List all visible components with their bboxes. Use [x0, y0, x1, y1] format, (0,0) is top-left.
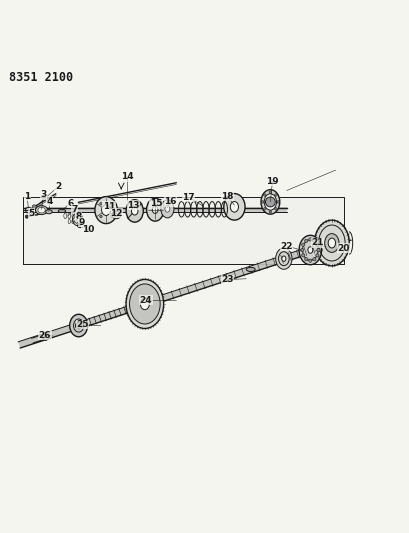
- Ellipse shape: [261, 190, 279, 214]
- Ellipse shape: [112, 212, 121, 219]
- Text: 16: 16: [164, 197, 176, 206]
- Text: 9: 9: [78, 218, 85, 227]
- Ellipse shape: [114, 213, 118, 216]
- Ellipse shape: [77, 224, 83, 228]
- Ellipse shape: [126, 279, 163, 328]
- Text: 8351 2100: 8351 2100: [9, 71, 73, 84]
- Circle shape: [312, 257, 315, 261]
- Circle shape: [265, 197, 274, 207]
- Text: 21: 21: [310, 238, 323, 247]
- Text: 23: 23: [221, 275, 233, 284]
- Circle shape: [274, 208, 276, 210]
- Ellipse shape: [223, 193, 245, 220]
- Circle shape: [32, 205, 36, 209]
- Text: 24: 24: [139, 295, 152, 304]
- Text: 14: 14: [121, 172, 133, 181]
- Text: 2: 2: [55, 182, 61, 191]
- Circle shape: [274, 194, 276, 196]
- Circle shape: [308, 259, 311, 262]
- Text: 3: 3: [40, 190, 47, 199]
- Ellipse shape: [264, 194, 276, 210]
- Ellipse shape: [70, 314, 88, 337]
- Ellipse shape: [38, 207, 45, 213]
- Circle shape: [312, 239, 315, 243]
- Ellipse shape: [129, 284, 160, 324]
- Circle shape: [75, 322, 82, 329]
- Text: 1: 1: [24, 192, 30, 201]
- Circle shape: [99, 215, 102, 217]
- Circle shape: [263, 194, 265, 196]
- Text: 26: 26: [38, 330, 51, 340]
- Ellipse shape: [45, 209, 52, 214]
- Circle shape: [301, 243, 304, 246]
- Circle shape: [301, 254, 304, 257]
- Text: 12: 12: [109, 209, 122, 218]
- Ellipse shape: [327, 238, 335, 248]
- Text: 13: 13: [127, 201, 139, 209]
- Circle shape: [110, 203, 112, 205]
- Text: 25: 25: [76, 320, 88, 329]
- Ellipse shape: [281, 256, 285, 261]
- Circle shape: [304, 239, 307, 243]
- Ellipse shape: [146, 198, 163, 221]
- Ellipse shape: [160, 200, 173, 218]
- Ellipse shape: [230, 201, 238, 212]
- Circle shape: [300, 248, 303, 252]
- Polygon shape: [23, 197, 343, 264]
- Circle shape: [110, 215, 112, 217]
- Circle shape: [316, 248, 319, 252]
- Text: 20: 20: [337, 244, 349, 253]
- Ellipse shape: [73, 319, 83, 332]
- Circle shape: [25, 207, 31, 213]
- Circle shape: [315, 243, 318, 246]
- Ellipse shape: [44, 335, 47, 338]
- Circle shape: [261, 201, 263, 203]
- Text: 19: 19: [265, 177, 278, 186]
- Ellipse shape: [58, 209, 65, 213]
- Ellipse shape: [246, 268, 255, 271]
- Ellipse shape: [164, 206, 169, 212]
- Ellipse shape: [140, 298, 149, 310]
- Circle shape: [315, 254, 318, 257]
- Circle shape: [304, 257, 307, 261]
- Circle shape: [276, 201, 279, 203]
- Ellipse shape: [94, 197, 117, 224]
- Polygon shape: [18, 234, 350, 348]
- Text: 7: 7: [71, 205, 77, 214]
- Text: 5: 5: [28, 209, 34, 218]
- Text: 10: 10: [81, 225, 94, 234]
- Ellipse shape: [307, 247, 312, 253]
- Text: 11: 11: [103, 201, 115, 211]
- Ellipse shape: [152, 206, 157, 213]
- Circle shape: [268, 211, 271, 213]
- FancyBboxPatch shape: [24, 208, 286, 212]
- Text: 8: 8: [75, 212, 81, 221]
- Circle shape: [308, 238, 311, 241]
- Text: 18: 18: [221, 192, 233, 201]
- Ellipse shape: [324, 233, 338, 253]
- Circle shape: [99, 203, 102, 205]
- Ellipse shape: [299, 235, 321, 265]
- Ellipse shape: [101, 205, 110, 215]
- Text: 4: 4: [47, 197, 53, 206]
- Circle shape: [25, 215, 28, 219]
- Ellipse shape: [275, 248, 291, 269]
- Ellipse shape: [131, 207, 138, 215]
- Ellipse shape: [126, 200, 143, 222]
- Circle shape: [268, 191, 271, 193]
- Text: 6: 6: [67, 199, 73, 208]
- Text: 17: 17: [182, 192, 195, 201]
- Text: 15: 15: [149, 199, 162, 208]
- Ellipse shape: [35, 206, 47, 215]
- Text: 22: 22: [280, 241, 292, 251]
- Circle shape: [263, 208, 265, 210]
- Ellipse shape: [314, 220, 348, 266]
- Ellipse shape: [42, 332, 49, 341]
